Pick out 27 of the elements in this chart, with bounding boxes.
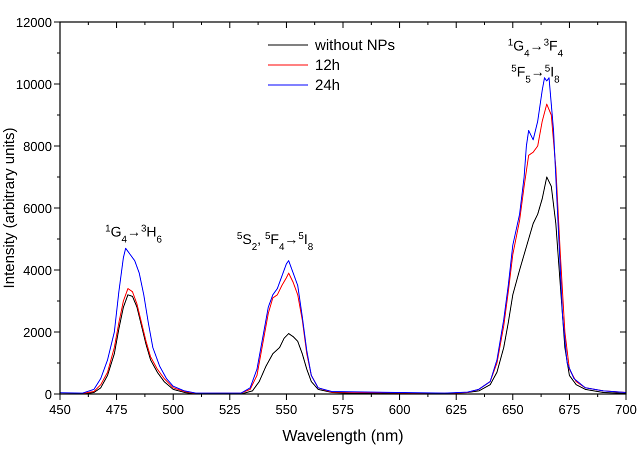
x-tick-label: 500 <box>162 402 184 417</box>
y-tick-label: 10000 <box>16 77 52 92</box>
x-tick-label: 525 <box>218 402 241 417</box>
x-tick-label: 575 <box>332 402 354 417</box>
y-tick-label: 0 <box>44 387 52 402</box>
y-axis-title: Intensity (arbitrary units) <box>1 128 18 288</box>
y-tick-label: 6000 <box>23 201 52 216</box>
legend-label: 12h <box>315 57 340 74</box>
y-tick-label: 4000 <box>23 263 52 278</box>
legend-label: 24h <box>315 77 340 94</box>
x-tick-label: 675 <box>558 402 580 417</box>
x-tick-label: 625 <box>445 402 468 417</box>
annotation: $^{5}$F$_{5}$→$^{5}$I$_{8}$ <box>511 62 560 85</box>
x-tick-label: 600 <box>388 402 410 417</box>
x-tick-label: 650 <box>502 402 524 417</box>
annotation: $^{1}$G$_{4}$→$^{3}$F$_{4}$ <box>508 36 564 59</box>
x-tick-label: 450 <box>49 402 71 417</box>
x-tick-label: 550 <box>276 402 298 417</box>
text: $^{5}$S$_{2}$, $^{5}$F$_{4}$→$^{5}$I$_{8}$ <box>236 230 314 252</box>
y-tick-label: 2000 <box>23 325 52 340</box>
y-tick-label: 12000 <box>16 15 52 30</box>
y-tick-label: 8000 <box>23 139 52 154</box>
x-tick-label: 475 <box>106 402 128 417</box>
x-tick-label: 700 <box>615 402 637 417</box>
annotation: $^{1}$G$_{4}$→$^{3}$H$_{6}$ <box>105 222 163 245</box>
legend-label: without NPs <box>314 37 396 54</box>
x-axis-title: Wavelength (nm) <box>282 428 404 445</box>
